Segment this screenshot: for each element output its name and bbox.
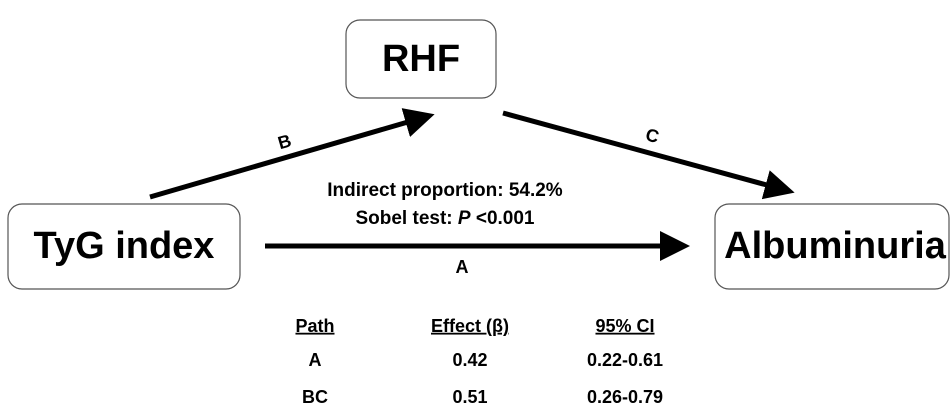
edge-label: A [456, 257, 469, 277]
table-cell: A [309, 350, 322, 370]
annotation: <0.001 [476, 208, 535, 229]
table-cell: 0.26-0.79 [587, 387, 663, 407]
table-cell: 0.22-0.61 [587, 350, 663, 370]
edge-label: B [276, 130, 294, 153]
table-cell: BC [302, 387, 328, 407]
node-box [714, 203, 950, 290]
node-label: Albuminuria [724, 225, 947, 267]
arrow [149, 108, 435, 200]
node-label: RHF [382, 38, 460, 80]
edge-label: C [643, 124, 661, 147]
table-cell: 0.51 [452, 387, 487, 407]
table-header: Effect (β) [431, 316, 509, 336]
annotation: Sobel test: [355, 208, 452, 229]
table-header: Path [295, 316, 334, 336]
node-label: TyG index [34, 225, 215, 267]
annotation: P [458, 208, 471, 229]
table-cell: 0.42 [452, 350, 487, 370]
node-box [345, 19, 497, 99]
annotation: Sobel test: P <0.001 [355, 208, 534, 229]
table-header: 95% CI [595, 316, 654, 336]
arrow [502, 110, 795, 200]
annotation: Indirect proportion: 54.2% [327, 180, 563, 201]
node-box [7, 203, 241, 290]
